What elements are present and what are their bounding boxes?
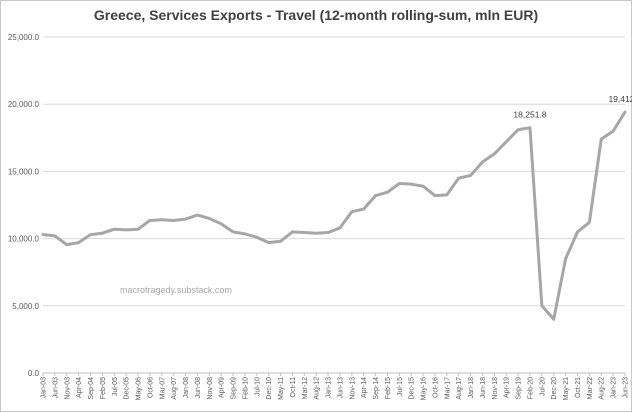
x-tick-label: Jan-18	[468, 377, 475, 399]
x-tick-label: Jan-08	[183, 377, 190, 399]
x-tick-label: Feb-20	[527, 377, 534, 399]
x-tick-label: Apr-14	[361, 377, 368, 398]
x-tick-label: May-21	[563, 377, 570, 400]
x-tick-label: Dec-20	[551, 377, 558, 400]
x-tick-label: Mar-12	[302, 377, 309, 399]
x-tick-label: Feb-15	[385, 377, 392, 399]
x-tick-label: Jan-23	[611, 377, 618, 399]
x-tick-label: Aug-12	[314, 377, 321, 400]
x-tick-label: Dec-15	[409, 377, 416, 400]
x-tick-label: Sep-19	[516, 377, 523, 400]
y-tick-label: 0.0	[28, 369, 40, 378]
x-tick-label: Sep-14	[373, 377, 380, 400]
x-tick-label: Nov-13	[349, 377, 356, 400]
x-tick-label: Dec-10	[266, 377, 273, 400]
x-tick-label: Sep-09	[231, 377, 238, 400]
x-tick-label: Nov-18	[492, 377, 499, 400]
x-tick-label: Jun-03	[52, 377, 59, 399]
data-label: 18,251.8	[513, 110, 546, 120]
series-line	[41, 110, 627, 321]
x-tick-label: Jun-23	[623, 377, 630, 399]
y-tick-label: 25,000.0	[8, 33, 40, 42]
x-tick-label: Jul-20	[539, 377, 546, 396]
x-tick-label: Mar-07	[159, 377, 166, 399]
x-tick-label: Dec-05	[124, 377, 131, 400]
x-tick-label: Jun-13	[337, 377, 344, 399]
watermark: macrotragedy.substack.com	[120, 285, 232, 295]
x-tick-label: May-06	[136, 377, 143, 400]
x-tick-label: Sep-04	[88, 377, 95, 400]
x-tick-label: Feb-10	[242, 377, 249, 399]
x-tick-label: Jan-03	[41, 377, 48, 399]
x-tick-label: Apr-09	[219, 377, 226, 398]
x-tick-label: May-11	[278, 377, 285, 400]
x-tick-label: Apr-04	[76, 377, 83, 398]
chart-title: Greece, Services Exports - Travel (12-mo…	[93, 7, 539, 23]
x-tick-label: Aug-17	[456, 377, 463, 400]
x-tick-label: Oct-21	[575, 377, 582, 398]
x-tick-label: Oct-11	[290, 377, 297, 398]
x-tick-label: Jul-05	[112, 377, 119, 396]
x-tick-label: Mar-17	[444, 377, 451, 399]
x-tick-label: Apr-19	[504, 377, 511, 398]
x-tick-label: Aug-22	[599, 377, 606, 400]
x-tick-label: Feb-05	[100, 377, 107, 399]
x-tick-label: Oct-16	[432, 377, 439, 398]
x-tick-label: Nov-08	[207, 377, 214, 400]
x-tick-label: Jun-18	[480, 377, 487, 399]
x-tick-label: Oct-06	[147, 377, 154, 398]
x-tick-label: Jan-13	[326, 377, 333, 399]
x-tick-label: Nov-03	[64, 377, 71, 400]
x-tick-label: Mar-22	[587, 377, 594, 399]
x-tick-label: Jul-10	[254, 377, 261, 396]
x-tick-label: Aug-07	[171, 377, 178, 400]
x-tick-label: Jun-08	[195, 377, 202, 399]
y-tick-label: 20,000.0	[8, 100, 40, 109]
y-tick-label: 15,000.0	[8, 167, 40, 176]
x-tick-label: Jul-15	[397, 377, 404, 396]
data-label: 19,412.6	[608, 94, 632, 104]
x-tick-label: May-16	[421, 377, 428, 400]
y-tick-label: 10,000.0	[8, 235, 40, 244]
y-tick-label: 5,000.0	[12, 302, 39, 311]
